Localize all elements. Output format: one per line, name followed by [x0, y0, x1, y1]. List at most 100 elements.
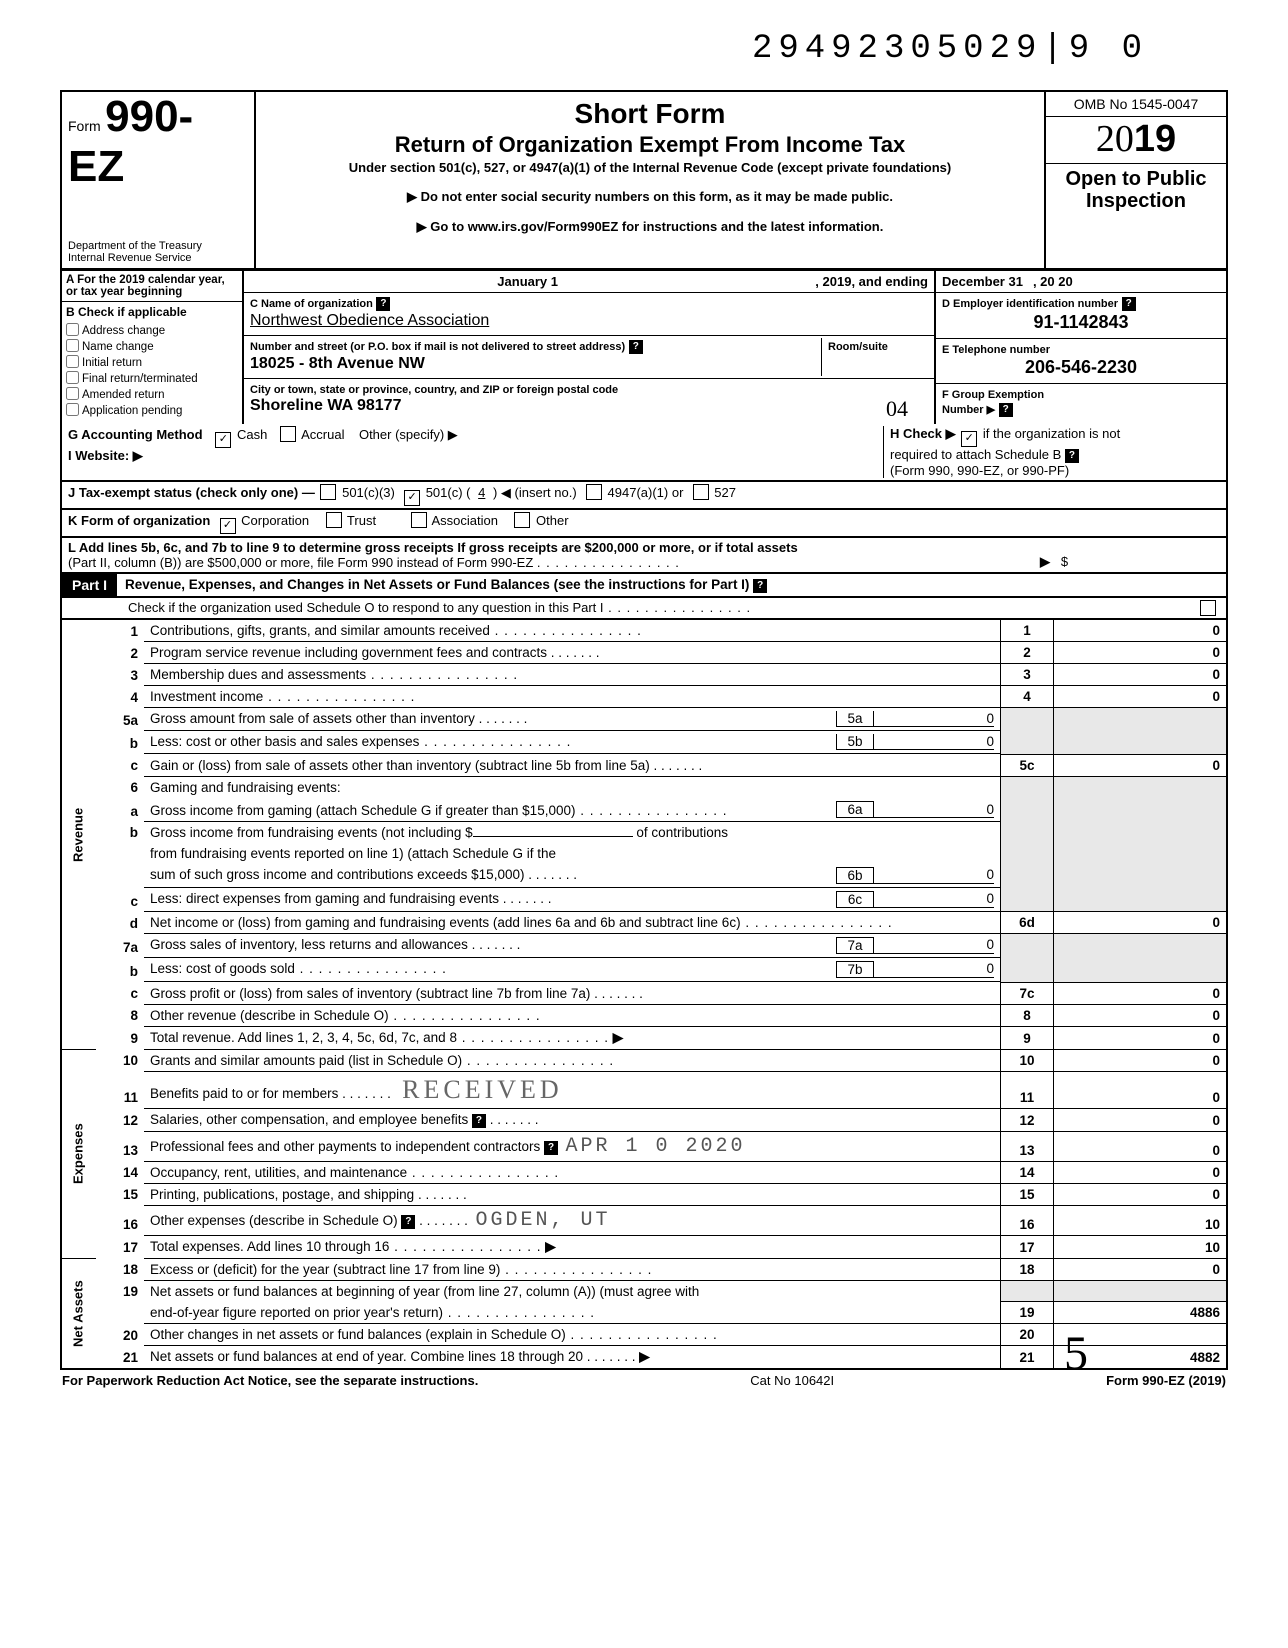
line-16: Other expenses (describe in Schedule O) [150, 1213, 398, 1228]
omb-number: OMB No 1545-0047 [1046, 92, 1226, 117]
line-5c: Gain or (loss) from sale of assets other… [150, 758, 650, 773]
side-expenses: Expenses [61, 1049, 96, 1258]
amt-9: 0 [1054, 1026, 1228, 1049]
help-icon[interactable]: ? [376, 297, 390, 311]
chk-cash[interactable] [215, 432, 231, 448]
help-icon[interactable]: ? [1065, 449, 1079, 463]
amt-17: 10 [1054, 1235, 1228, 1258]
footer-left: For Paperwork Reduction Act Notice, see … [62, 1373, 478, 1388]
amt-6c: 0 [874, 891, 994, 908]
cal-endyr: , 20 20 [1033, 274, 1073, 289]
c-label: C Name of organization [250, 298, 373, 310]
form-prefix: Form [68, 118, 101, 134]
chk-corp[interactable] [220, 518, 236, 534]
line-10: Grants and similar amounts paid (list in… [150, 1053, 462, 1068]
org-address: 18025 - 8th Avenue NW [250, 355, 821, 373]
help-icon[interactable]: ? [544, 1141, 558, 1155]
addr-label: Number and street (or P.O. box if mail i… [250, 341, 625, 353]
chk-name-change[interactable] [66, 339, 79, 352]
h-text2: required to attach Schedule B [890, 447, 1061, 462]
l-line1: L Add lines 5b, 6c, and 7b to line 9 to … [68, 540, 798, 555]
phone: 206-546-2230 [942, 357, 1220, 378]
chk-501c[interactable] [404, 490, 420, 506]
h-text3: (Form 990, 990-EZ, or 990-PF) [890, 463, 1069, 478]
chk-527[interactable] [693, 484, 709, 500]
stamp-ogden: OGDEN, UT [475, 1209, 610, 1232]
line-9: Total revenue. Add lines 1, 2, 3, 4, 5c,… [150, 1030, 457, 1045]
help-icon[interactable]: ? [999, 403, 1013, 417]
amt-8: 0 [1054, 1004, 1228, 1026]
amt-12: 0 [1054, 1108, 1228, 1131]
cal-begin: January 1 [250, 274, 805, 289]
amt-3: 0 [1054, 664, 1228, 686]
chk-501c3[interactable] [320, 484, 336, 500]
help-icon[interactable]: ? [629, 340, 643, 354]
part1-title: Revenue, Expenses, and Changes in Net As… [125, 577, 749, 592]
chk-assoc[interactable] [411, 512, 427, 528]
e-label: E Telephone number [942, 344, 1050, 356]
help-icon[interactable]: ? [753, 579, 767, 593]
amt-11: 0 [1054, 1071, 1228, 1108]
line-6a: Gross income from gaming (attach Schedul… [150, 803, 575, 818]
chk-address-change[interactable] [66, 323, 79, 336]
g-label: G Accounting Method [68, 427, 203, 442]
h-label: H Check ▶ [890, 426, 956, 441]
line-6c: Less: direct expenses from gaming and fu… [150, 891, 499, 906]
form-number: 990-EZ [68, 92, 193, 191]
title-short-form: Short Form [266, 98, 1034, 130]
form-header: Form 990-EZ Department of the Treasury I… [60, 90, 1228, 271]
chk-trust[interactable] [326, 512, 342, 528]
note-url: Go to www.irs.gov/Form990EZ for instruct… [266, 219, 1034, 235]
chk-other-org[interactable] [514, 512, 530, 528]
line-19a: Net assets or fund balances at beginning… [150, 1284, 699, 1299]
line-20: Other changes in net assets or fund bala… [150, 1327, 566, 1342]
chk-4947[interactable] [586, 484, 602, 500]
year-bold: 19 [1134, 118, 1176, 160]
amt-15: 0 [1054, 1183, 1228, 1205]
line-7b: Less: cost of goods sold [150, 961, 295, 976]
chk-schedule-b[interactable] [961, 431, 977, 447]
amt-7c: 0 [1054, 982, 1228, 1004]
chk-schedule-o[interactable] [1200, 600, 1216, 616]
help-icon[interactable]: ? [1122, 297, 1136, 311]
line-5b: Less: cost or other basis and sales expe… [150, 734, 419, 749]
amt-2: 0 [1054, 642, 1228, 664]
help-icon[interactable]: ? [401, 1215, 415, 1229]
line-7a: Gross sales of inventory, less returns a… [150, 937, 468, 952]
chk-final-return[interactable] [66, 371, 79, 384]
lbl-527: 527 [714, 485, 736, 500]
dln-number: 29492305029|9 0 [752, 30, 1148, 68]
chk-initial-return[interactable] [66, 355, 79, 368]
line-7c: Gross profit or (loss) from sales of inv… [150, 986, 590, 1001]
open-public-1: Open to Public [1048, 168, 1224, 190]
lbl-4947: 4947(a)(1) or [608, 485, 684, 500]
line-6b3: from fundraising events reported on line… [150, 846, 556, 861]
line-19b: end-of-year figure reported on prior yea… [150, 1305, 443, 1320]
part1-tab: Part I [62, 574, 117, 596]
stamp-date: APR 1 0 2020 [566, 1135, 746, 1158]
amt-5a: 0 [874, 711, 994, 727]
amt-18: 0 [1054, 1258, 1228, 1280]
chk-accrual[interactable] [280, 426, 296, 442]
amt-6d: 0 [1054, 912, 1228, 934]
amt-10: 0 [1054, 1049, 1228, 1071]
org-city: Shoreline WA 98177 [250, 397, 401, 419]
line-6b2: of contributions [636, 825, 728, 840]
help-icon[interactable]: ? [472, 1114, 486, 1128]
i-label: I Website: ▶ [68, 448, 143, 463]
room-label: Room/suite [828, 341, 888, 353]
chk-amended[interactable] [66, 387, 79, 400]
f-label: F Group Exemption [942, 389, 1044, 401]
line-1: Contributions, gifts, grants, and simila… [150, 623, 490, 638]
amt-19: 4886 [1054, 1302, 1228, 1324]
ein: 91-1142843 [942, 312, 1220, 333]
j-label: J Tax-exempt status (check only one) — [68, 485, 315, 500]
line-11: Benefits paid to or for members [150, 1086, 338, 1101]
org-name: Northwest Obedience Association [250, 312, 928, 330]
lbl-app-pending: Application pending [82, 405, 182, 417]
chk-app-pending[interactable] [66, 403, 79, 416]
line-6d: Net income or (loss) from gaming and fun… [150, 915, 741, 930]
line-6b1: Gross income from fundraising events (no… [150, 825, 473, 840]
lbl-final-return: Final return/terminated [82, 373, 198, 385]
lbl-other-org: Other [536, 513, 569, 528]
